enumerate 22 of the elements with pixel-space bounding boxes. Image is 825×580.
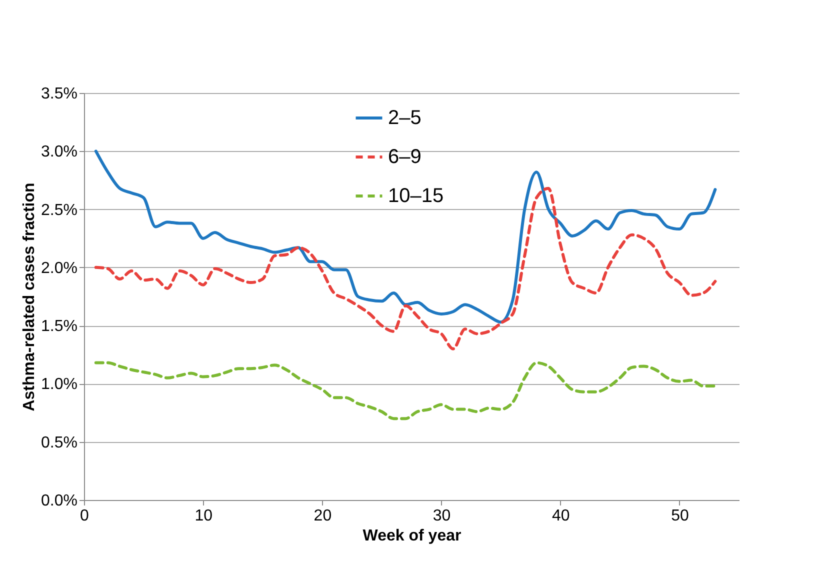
line-series xyxy=(94,361,717,420)
x-tick-label: 50 xyxy=(671,508,689,524)
y-tick-label: 3.0% xyxy=(41,144,78,161)
x-tick-label: 0 xyxy=(80,508,90,524)
y-axis-title: Asthma-related cases fraction xyxy=(21,182,38,412)
y-tick-label: 1.0% xyxy=(41,376,78,394)
y-tick-label: 2.5% xyxy=(41,202,78,219)
line-series xyxy=(94,186,717,350)
x-tick-label: 10 xyxy=(194,508,213,524)
x-axis-title: Week of year xyxy=(362,528,462,544)
y-tick-label: 2.0% xyxy=(41,260,78,277)
x-tick-label: 40 xyxy=(552,508,570,524)
x-tick-label: 20 xyxy=(314,508,332,524)
legend-label: 10–15 xyxy=(388,185,444,207)
legend-label: 2–5 xyxy=(388,107,422,129)
legend-label: 6–9 xyxy=(388,146,422,168)
y-tick-label: 0.5% xyxy=(41,434,78,452)
y-tick-label: 0.0% xyxy=(41,492,78,510)
x-tick-label: 30 xyxy=(432,508,451,524)
line-series xyxy=(94,150,717,324)
y-tick-label: 1.5% xyxy=(41,318,78,336)
y-tick-label: 3.5% xyxy=(41,86,78,102)
